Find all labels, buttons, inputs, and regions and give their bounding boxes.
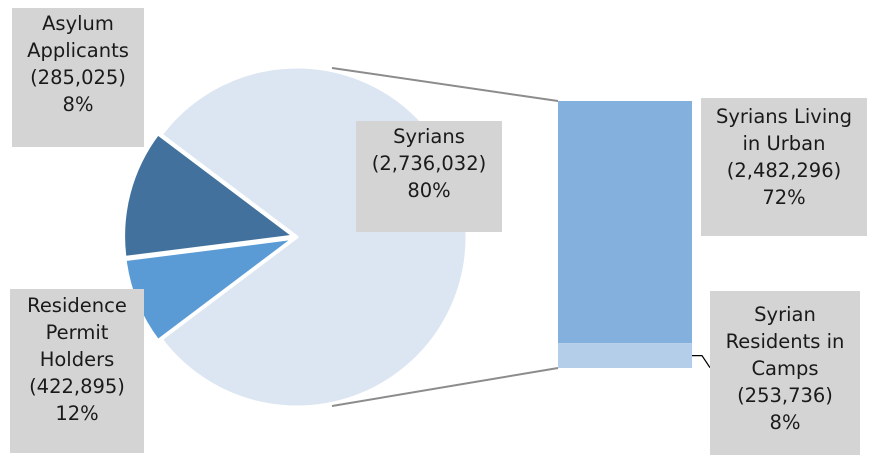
- label-line: Holders: [39, 348, 115, 371]
- bar-segment-syrian-residents-in-camps: [558, 343, 692, 368]
- label-line: 8%: [62, 93, 94, 116]
- label-line: 8%: [769, 411, 801, 434]
- leader-lines: [692, 355, 711, 368]
- bar-segment-syrians-living-in-urban: [558, 101, 692, 344]
- breakdown-bar: [558, 101, 692, 368]
- label-line: (253,736): [737, 384, 833, 407]
- pie-slice-residence-permit-holders: [122, 132, 296, 259]
- label-line: (285,025): [30, 66, 126, 89]
- connector-lines: [331, 67, 559, 407]
- label-line: Camps: [751, 357, 819, 380]
- label-line: Syrians: [393, 125, 465, 148]
- label-line: (422,895): [29, 375, 125, 398]
- leader-line-camps: [692, 355, 711, 368]
- pie: [122, 65, 469, 409]
- data-label-syrians-living-in-urban: Syrians Living in Urban (2,482,296) 72%: [701, 98, 867, 236]
- data-label-asylum-applicants: Asylum Applicants (285,025) 8%: [12, 8, 144, 147]
- label-line: (2,482,296): [726, 159, 842, 182]
- label-line: (2,736,032): [371, 152, 487, 175]
- data-label-syrians: Syrians (2,736,032) 80%: [356, 121, 502, 232]
- label-line: Asylum: [42, 12, 114, 35]
- connector-line-top: [331, 67, 559, 102]
- label-line: Permit: [45, 321, 109, 344]
- connector-line-bottom: [331, 367, 559, 407]
- label-line: Syrians Living: [716, 105, 852, 128]
- label-line: in Urban: [742, 132, 826, 155]
- label-line: Applicants: [27, 39, 129, 62]
- label-line: Residence: [27, 294, 127, 317]
- data-label-residence-permit-holders: Residence Permit Holders (422,895) 12%: [10, 289, 144, 453]
- data-label-syrian-residents-in-camps: Syrian Residents in Camps (253,736) 8%: [710, 291, 860, 455]
- label-line: 80%: [407, 179, 451, 202]
- label-line: Syrian: [754, 303, 816, 326]
- label-line: 12%: [55, 402, 99, 425]
- label-line: 72%: [762, 186, 806, 209]
- label-line: Residents in: [725, 330, 845, 353]
